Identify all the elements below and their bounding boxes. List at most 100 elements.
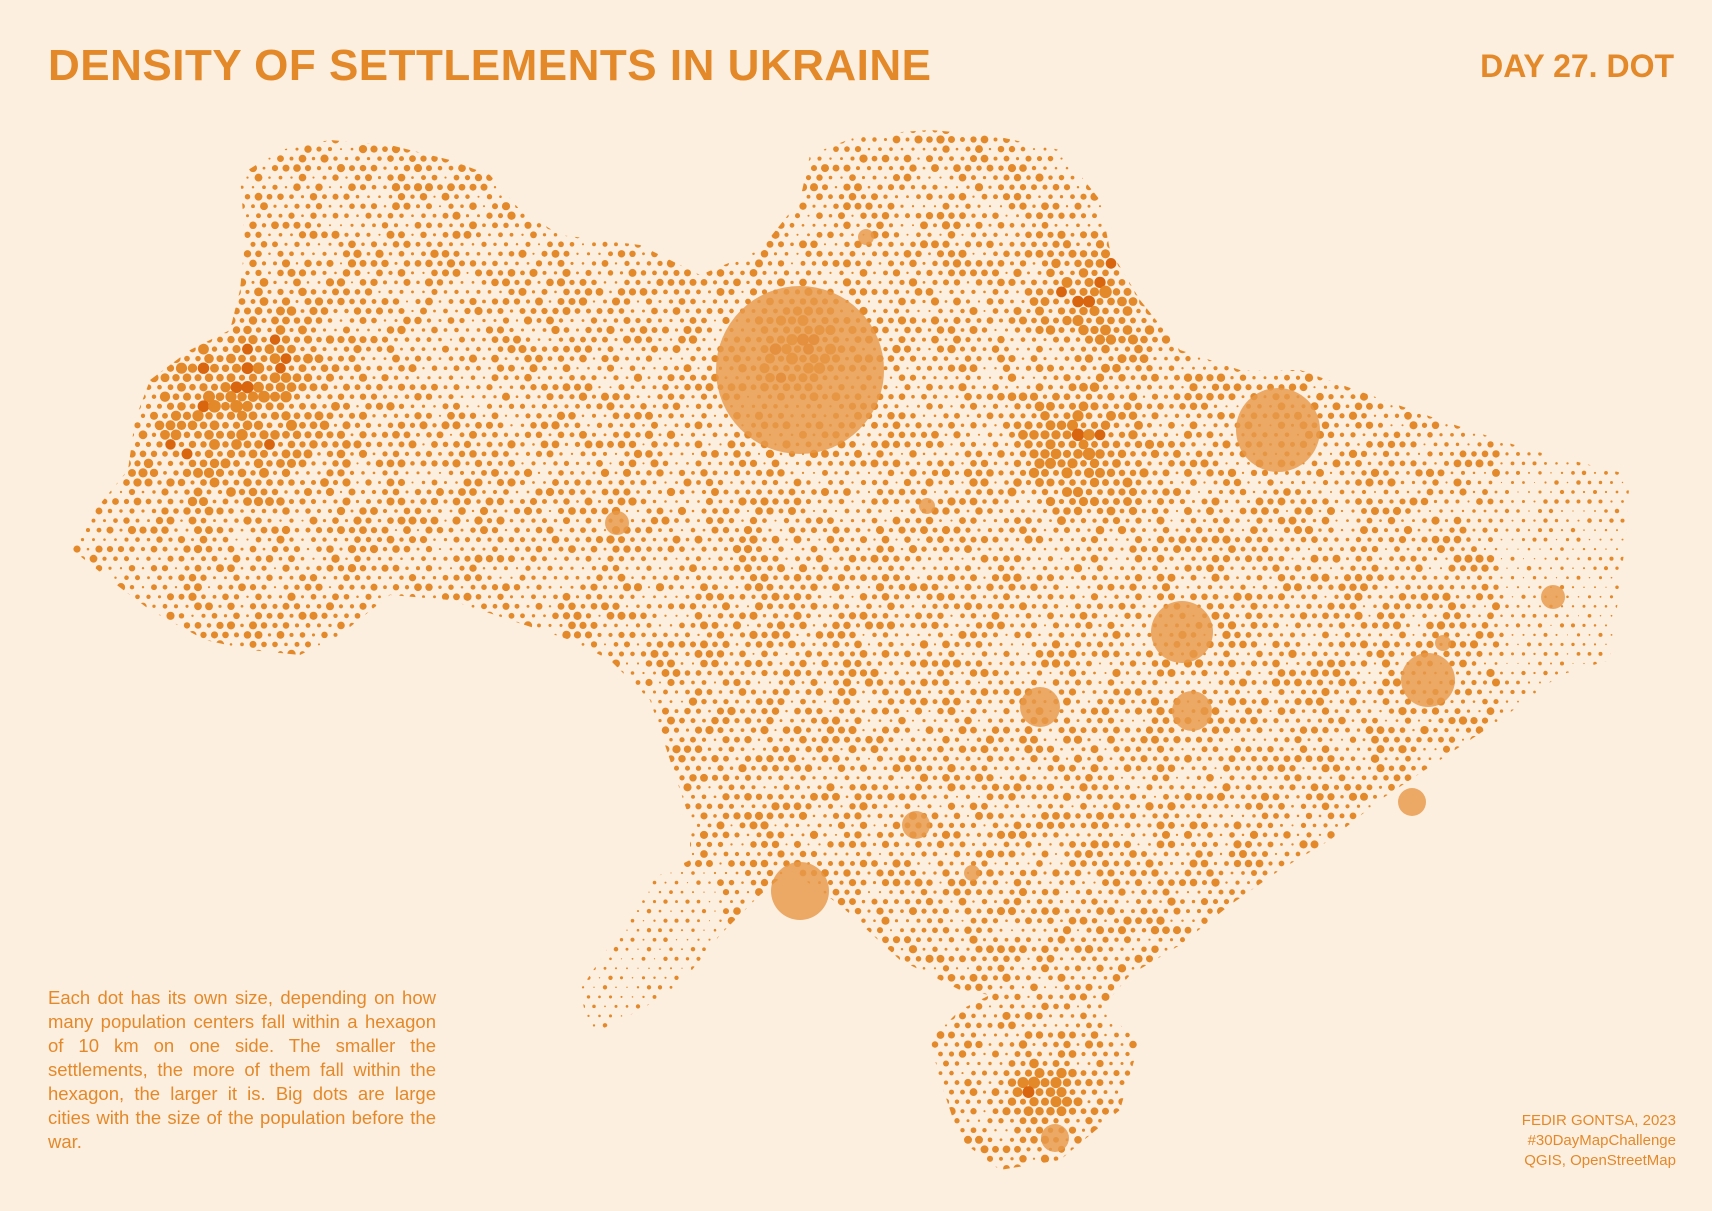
settlement-dot <box>1136 308 1141 314</box>
settlement-dot <box>1416 146 1422 152</box>
settlement-dot <box>281 259 291 268</box>
settlement-dot <box>204 163 214 173</box>
settlement-dot <box>1306 260 1312 267</box>
settlement-dot <box>1366 402 1373 410</box>
settlement-dot <box>1466 423 1471 428</box>
settlement-dot <box>386 402 395 411</box>
settlement-dot <box>486 384 493 391</box>
settlement-dot <box>1163 432 1169 438</box>
settlement-dot <box>482 223 486 228</box>
settlement-dot <box>1146 136 1153 143</box>
settlement-dot <box>1062 240 1072 249</box>
settlement-dot <box>559 166 563 170</box>
settlement-dot <box>1492 240 1500 248</box>
settlement-dot <box>1393 431 1401 439</box>
settlement-dot <box>859 288 868 296</box>
settlement-dot <box>311 137 316 142</box>
settlement-dot <box>1327 317 1335 324</box>
settlement-dot <box>525 394 531 400</box>
settlement-dot <box>1609 271 1614 275</box>
settlement-dot <box>211 174 218 181</box>
settlement-dot <box>983 443 986 446</box>
settlement-dot <box>998 165 1004 171</box>
settlement-dot <box>530 231 537 239</box>
settlement-dot <box>1627 319 1629 322</box>
settlement-dot <box>1141 223 1147 228</box>
settlement-dot <box>983 290 986 294</box>
settlement-dot <box>1561 319 1563 322</box>
settlement-dot <box>795 194 800 200</box>
settlement-dot <box>1483 243 1487 246</box>
settlement-dot <box>1123 402 1132 411</box>
settlement-dot <box>993 232 998 237</box>
settlement-dot <box>774 157 777 160</box>
settlement-dot <box>983 404 986 408</box>
settlement-dot <box>441 192 450 201</box>
settlement-dot <box>689 240 697 248</box>
settlement-dot <box>700 450 708 458</box>
settlement-dot <box>1625 146 1630 152</box>
settlement-dot <box>1048 194 1053 199</box>
settlement-dot <box>194 183 202 191</box>
settlement-dot <box>100 421 109 430</box>
settlement-dot <box>273 280 277 285</box>
settlement-dot <box>1423 443 1426 446</box>
settlement-dot <box>933 376 937 380</box>
settlement-dot <box>651 441 658 448</box>
settlement-dot <box>1032 204 1036 208</box>
settlement-dot <box>783 155 790 162</box>
settlement-dot <box>1042 184 1048 190</box>
settlement-dot <box>442 441 449 448</box>
settlement-dot <box>349 298 355 305</box>
settlement-dot <box>95 392 103 401</box>
settlement-dot <box>894 156 899 161</box>
settlement-dot <box>1565 309 1570 313</box>
settlement-dot <box>276 306 285 316</box>
settlement-dot <box>96 318 102 323</box>
settlement-dot <box>955 204 959 208</box>
settlement-dot <box>1621 329 1624 331</box>
settlement-dot <box>1539 300 1541 303</box>
settlement-dot <box>1460 317 1466 324</box>
settlement-dot <box>1505 243 1509 246</box>
settlement-dot <box>360 356 366 361</box>
settlement-dot <box>1615 147 1619 152</box>
settlement-dot <box>1350 394 1356 400</box>
settlement-dot <box>655 240 665 249</box>
settlement-dot <box>100 135 109 144</box>
settlement-dot <box>383 204 387 208</box>
settlement-dot <box>448 451 454 457</box>
settlement-dot <box>1285 280 1289 285</box>
settlement-dot <box>1399 402 1406 410</box>
settlement-dot <box>1372 260 1378 266</box>
settlement-dot <box>284 185 288 189</box>
settlement-dot <box>139 450 147 458</box>
settlement-dot <box>1360 374 1368 382</box>
settlement-dot <box>713 130 717 132</box>
settlement-dot <box>78 287 87 296</box>
settlement-dot <box>1395 224 1399 227</box>
settlement-dot <box>602 146 608 152</box>
settlement-dot <box>1300 289 1307 295</box>
settlement-dot <box>1511 424 1514 427</box>
settlement-dot <box>982 423 987 428</box>
settlement-dot <box>1037 270 1042 275</box>
settlement-dot <box>358 373 368 382</box>
settlement-dot <box>460 242 464 246</box>
settlement-dot <box>1472 318 1476 323</box>
settlement-dot <box>546 316 554 325</box>
settlement-dot <box>100 154 109 163</box>
settlement-dot <box>690 222 696 229</box>
settlement-dot <box>1388 232 1395 238</box>
settlement-dot <box>1175 205 1179 208</box>
settlement-dot <box>669 204 673 209</box>
settlement-dot <box>1098 356 1102 361</box>
settlement-dot <box>816 174 823 181</box>
settlement-dot <box>942 240 950 248</box>
settlement-dot <box>1225 328 1228 332</box>
settlement-dot <box>938 308 943 314</box>
settlement-dot <box>1638 376 1641 379</box>
settlement-dot <box>1399 384 1406 391</box>
settlement-dot <box>1090 402 1099 411</box>
settlement-dot <box>1129 130 1137 134</box>
